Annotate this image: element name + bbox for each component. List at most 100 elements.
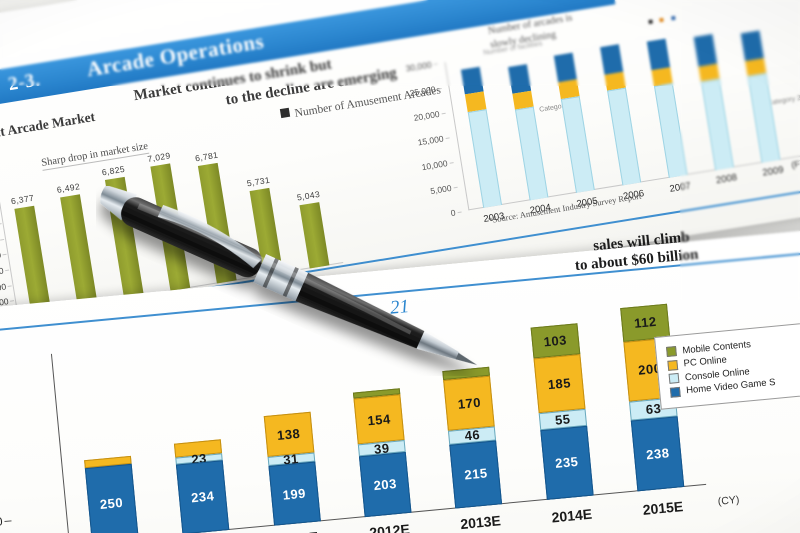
chart-game-software-forecast: (CY) 01002502009232342010E138311992011E1… xyxy=(0,294,740,533)
forecast-segment-value: 234 xyxy=(190,488,215,506)
mid-bar-segment xyxy=(599,43,624,75)
legend-dot-blue-icon xyxy=(670,15,676,21)
mid-bar-segment xyxy=(747,72,781,163)
legend-item-label: PC Online xyxy=(683,354,728,370)
forecast-stacked-bar: 103 185 55 235 2014E xyxy=(530,322,594,526)
forecast-bar-segment: 170 xyxy=(443,375,496,431)
mid-x-label: 2007 xyxy=(668,180,692,195)
green-y-tick: 5,000 xyxy=(0,250,2,263)
legend-swatch-icon xyxy=(666,346,677,357)
green-bar-value: 6,492 xyxy=(56,181,81,196)
legend-dot-dark-icon xyxy=(648,19,653,25)
mid-bar-segment xyxy=(507,63,531,94)
mid-y-tick: 0 xyxy=(449,207,457,219)
green-bar: 6,8252005 xyxy=(101,164,147,313)
forecast-bar-segment: 199 xyxy=(268,461,321,526)
mid-bar-segment xyxy=(553,52,577,83)
green-bar: 5,043 xyxy=(296,189,330,269)
green-bar-value: 5,731 xyxy=(246,175,271,189)
forecast-bar-segment: 234 xyxy=(176,460,230,533)
forecast-segment-value: 138 xyxy=(276,425,301,443)
forecast-segment-value: 215 xyxy=(463,465,489,483)
green-bar: 7,0292006 xyxy=(147,150,194,306)
page-number: 21 xyxy=(389,296,411,319)
mid-stacked-bar: 2004 xyxy=(507,63,552,217)
green-y-tick: 4,500 xyxy=(0,265,4,278)
bottom-y-axis xyxy=(50,353,71,533)
green-bar-value: 5,043 xyxy=(296,188,321,203)
forecast-bar-segment: 238 xyxy=(631,415,685,492)
forecast-segment-value: 203 xyxy=(372,476,398,494)
forecast-segment-value: 235 xyxy=(554,454,580,472)
mid-bar-segment xyxy=(467,108,502,209)
bottom-chart-axis-unit: (CY) xyxy=(717,493,740,508)
mid-bar-segment xyxy=(693,34,718,67)
forecast-bar-segment: 138 xyxy=(263,411,314,458)
mid-chart-axis-unit: (FY) xyxy=(790,157,800,171)
mid-stacked-bar: 2007 xyxy=(646,38,691,194)
legend-swatch-icon xyxy=(669,386,681,398)
green-bar: 6,4922004 xyxy=(56,182,100,321)
forecast-segment-value: 238 xyxy=(645,444,671,463)
green-bar: 5,731 xyxy=(246,175,284,276)
green-bar-value: 7,029 xyxy=(146,149,172,164)
mid-stacked-bar: 2005 xyxy=(553,52,598,209)
forecast-stacked-bar: 170 46 215 2013E xyxy=(442,366,503,532)
mid-bar-segment xyxy=(701,78,735,171)
forecast-segment-value: 103 xyxy=(542,331,568,349)
mid-y-tick: 5,000 xyxy=(429,182,453,197)
mid-y-tick: 25,000 xyxy=(408,84,437,99)
mid-x-label: 2008 xyxy=(715,172,738,187)
bottom-y-tick: 100 xyxy=(0,514,3,530)
legend-dot-orange-icon xyxy=(659,17,665,23)
mid-bar-segment xyxy=(607,87,642,186)
forecast-segment-value: 154 xyxy=(366,411,392,429)
mid-stacked-bar: 2009 xyxy=(741,29,784,179)
green-bar: 6,7812007 xyxy=(194,150,240,298)
forecast-x-label: 2015E xyxy=(642,498,684,518)
mid-y-tick: 10,000 xyxy=(420,158,449,173)
mid-y-tick: 15,000 xyxy=(416,133,445,148)
mid-bar-segment xyxy=(560,96,595,193)
forecast-segment-value: 250 xyxy=(99,494,124,512)
chart-number-of-arcades: Number of arcades is slowly declining Nu… xyxy=(350,0,800,276)
mid-stacked-bar: 2003 xyxy=(460,66,505,225)
forecast-bar-segment: 215 xyxy=(449,439,503,509)
forecast-segment-value: 170 xyxy=(457,394,482,412)
mid-stacked-bar: 2008 xyxy=(693,34,738,187)
green-bar-value: 6,781 xyxy=(194,150,219,164)
green-bar: 6,3772003 xyxy=(10,193,54,328)
mid-y-tick: 30,000 xyxy=(404,59,433,74)
forecast-bar-segment: 185 xyxy=(533,353,586,414)
legend-swatch-icon xyxy=(668,372,680,384)
forecast-stacked-bar: 154 39 203 2012E xyxy=(352,387,412,533)
forecast-stacked-bar: 138311992011E xyxy=(263,411,321,533)
forecast-segment-value: 185 xyxy=(547,374,572,393)
green-bar-value: 6,377 xyxy=(10,192,35,207)
forecast-x-label: 2011E xyxy=(278,528,319,533)
legend-swatch-icon xyxy=(667,359,679,371)
forecast-segment-value: 112 xyxy=(633,314,658,332)
forecast-segment-value: 199 xyxy=(281,485,307,503)
forecast-bar-segment: 103 xyxy=(530,322,581,359)
forecast-x-label: 2014E xyxy=(550,506,593,526)
forecast-stacked-bar: 232342010E xyxy=(174,439,230,533)
forecast-bar-segment: 154 xyxy=(353,394,405,445)
forecast-bar-segment: 235 xyxy=(540,425,594,500)
forecast-stacked-bar: 2502009 xyxy=(83,455,139,533)
forecast-segment-value: 55 xyxy=(554,411,572,428)
forecast-x-label: 2013E xyxy=(459,512,502,533)
mid-bar-segment xyxy=(460,66,484,94)
forecast-bar-segment: 203 xyxy=(358,452,412,518)
mid-bar-segment xyxy=(741,29,765,62)
mid-stacked-bar: 2006 xyxy=(599,43,645,202)
green-bar-value: 6,825 xyxy=(101,163,126,178)
mid-bar-segment xyxy=(654,83,688,178)
forecast-bar-segment: 250 xyxy=(84,463,139,533)
mid-x-label: 2009 xyxy=(761,164,785,179)
forecast-x-label: 2012E xyxy=(368,520,411,533)
mid-bar-segment xyxy=(646,38,671,71)
green-chart-title: Amusement Arcade Market xyxy=(0,108,97,150)
chart-legend: Mobile Contents PC Online Console Online Ho… xyxy=(654,321,800,410)
